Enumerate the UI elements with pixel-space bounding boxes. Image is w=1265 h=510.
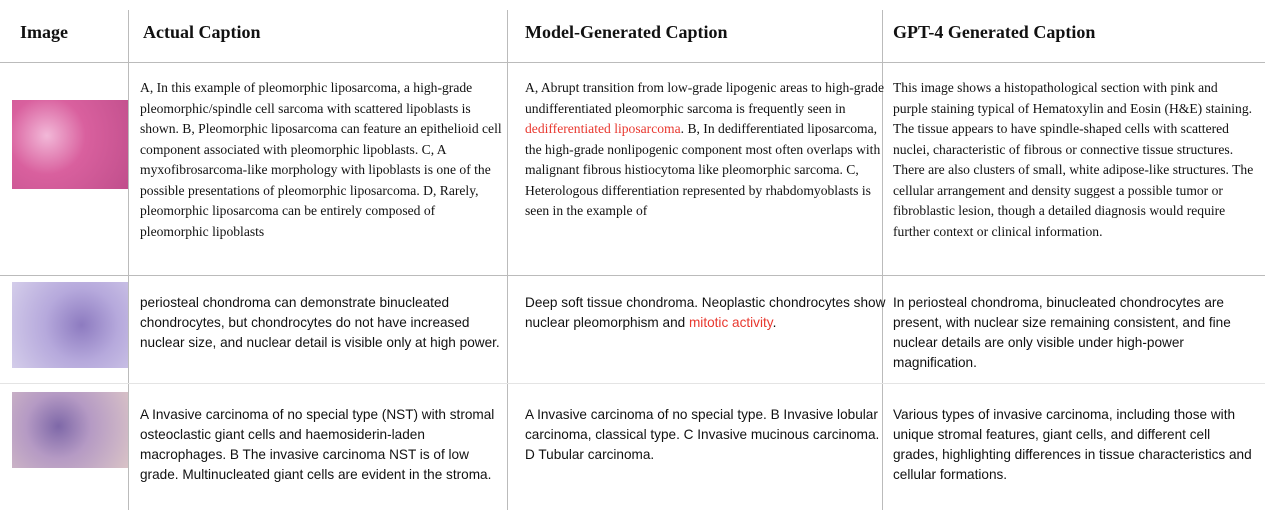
- caption-text: A Invasive carcinoma of no special type …: [140, 407, 495, 482]
- caption-text: . B, In dedifferentiated liposarcoma, th…: [525, 121, 881, 218]
- header-cell: GPT-4 Generated Caption: [893, 22, 1096, 42]
- header-cell: Actual Caption: [143, 22, 261, 42]
- header-cell: Model-Generated Caption: [525, 22, 728, 42]
- caption-text: periosteal chondroma can demonstrate bin…: [140, 295, 500, 350]
- column-divider: [128, 10, 129, 510]
- caption-text: In periosteal chondroma, binucleated cho…: [893, 295, 1231, 370]
- caption-cell: periosteal chondroma can demonstrate bin…: [140, 293, 502, 353]
- row-divider: [0, 383, 1265, 384]
- row-divider: [0, 275, 1265, 276]
- caption-text: A, Abrupt transition from low-grade lipo…: [525, 80, 884, 116]
- caption-text: Deep soft tissue chondroma. Neoplastic c…: [525, 295, 886, 330]
- caption-text: .: [772, 315, 777, 330]
- column-divider: [507, 10, 508, 510]
- caption-cell: A Invasive carcinoma of no special type.…: [525, 405, 887, 465]
- caption-cell: Deep soft tissue chondroma. Neoplastic c…: [525, 293, 887, 333]
- caption-text: A Invasive carcinoma of no special type.…: [525, 407, 880, 462]
- tissue-image: [12, 100, 128, 189]
- caption-cell: A, Abrupt transition from low-grade lipo…: [525, 78, 887, 222]
- row-divider: [0, 62, 1265, 63]
- highlight-text: mitotic activity: [688, 315, 773, 330]
- caption-cell: A, In this example of pleomorphic liposa…: [140, 78, 502, 242]
- caption-cell: A Invasive carcinoma of no special type …: [140, 405, 502, 485]
- caption-cell: This image shows a histopathological sec…: [893, 78, 1255, 242]
- tissue-image: [12, 392, 128, 468]
- caption-text: Various types of invasive carcinoma, inc…: [893, 407, 1252, 482]
- caption-cell: In periosteal chondroma, binucleated cho…: [893, 293, 1255, 373]
- column-divider: [882, 10, 883, 510]
- caption-text: This image shows a histopathological sec…: [893, 80, 1254, 239]
- tissue-image: [12, 282, 128, 368]
- caption-cell: Various types of invasive carcinoma, inc…: [893, 405, 1255, 485]
- caption-text: A, In this example of pleomorphic liposa…: [140, 80, 502, 239]
- header-cell: Image: [20, 22, 68, 42]
- highlight-text: dedifferentiated liposarcoma: [525, 121, 681, 136]
